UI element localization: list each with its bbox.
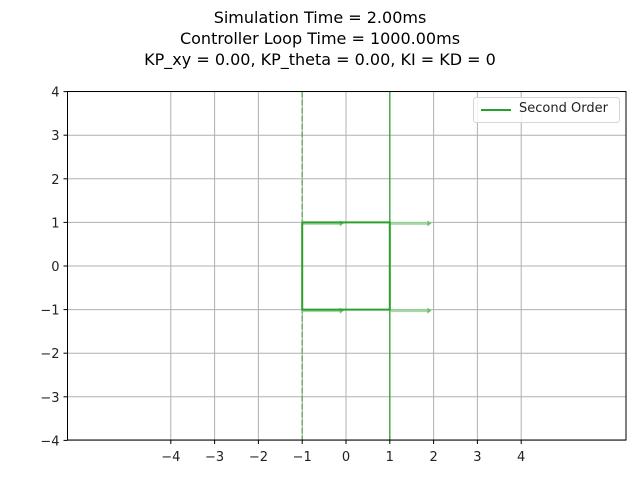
series-line-second-order: [301, 221, 391, 311]
x-tick-label: 0: [342, 450, 350, 465]
x-tick-label: 4: [517, 450, 525, 465]
x-tick-label: −4: [161, 450, 180, 465]
x-tick-label: −1: [293, 450, 312, 465]
grid-lines: [67, 91, 626, 441]
x-tick-label: 1: [386, 450, 394, 465]
arrow-head: [427, 220, 432, 227]
x-tick-label: −3: [205, 450, 224, 465]
axis-ticks: −4 −3 −2 −1 0 1 2 3 4 4 3 2 1 0 −1 −2 −3 −4: [40, 86, 525, 465]
x-tick-label: 2: [429, 450, 437, 465]
y-tick-label: −3: [40, 391, 59, 406]
x-tick-label: 3: [473, 450, 481, 465]
y-tick-label: 4: [51, 86, 59, 101]
arrow-head: [427, 307, 432, 314]
y-tick-label: 0: [51, 260, 59, 275]
legend: Second Order: [473, 97, 620, 123]
chart-title-line-1: Simulation Time = 2.00ms: [213, 8, 427, 27]
data-series: [301, 91, 432, 440]
y-tick-label: −4: [40, 434, 59, 449]
y-tick-label: 3: [51, 129, 59, 144]
x-tick-label: −2: [249, 450, 268, 465]
axes-frame: [67, 91, 627, 441]
legend-line-swatch: [481, 109, 511, 111]
chart-title-line-2: Controller Loop Time = 1000.00ms: [179, 29, 461, 48]
y-tick-label: 2: [51, 173, 59, 188]
y-tick-label: −2: [40, 347, 59, 362]
legend-label: Second Order: [519, 101, 608, 116]
y-tick-label: −1: [40, 304, 59, 319]
y-tick-label: 1: [51, 216, 59, 231]
chart-title-line-3: KP_xy = 0.00, KP_theta = 0.00, KI = KD =…: [144, 50, 496, 69]
